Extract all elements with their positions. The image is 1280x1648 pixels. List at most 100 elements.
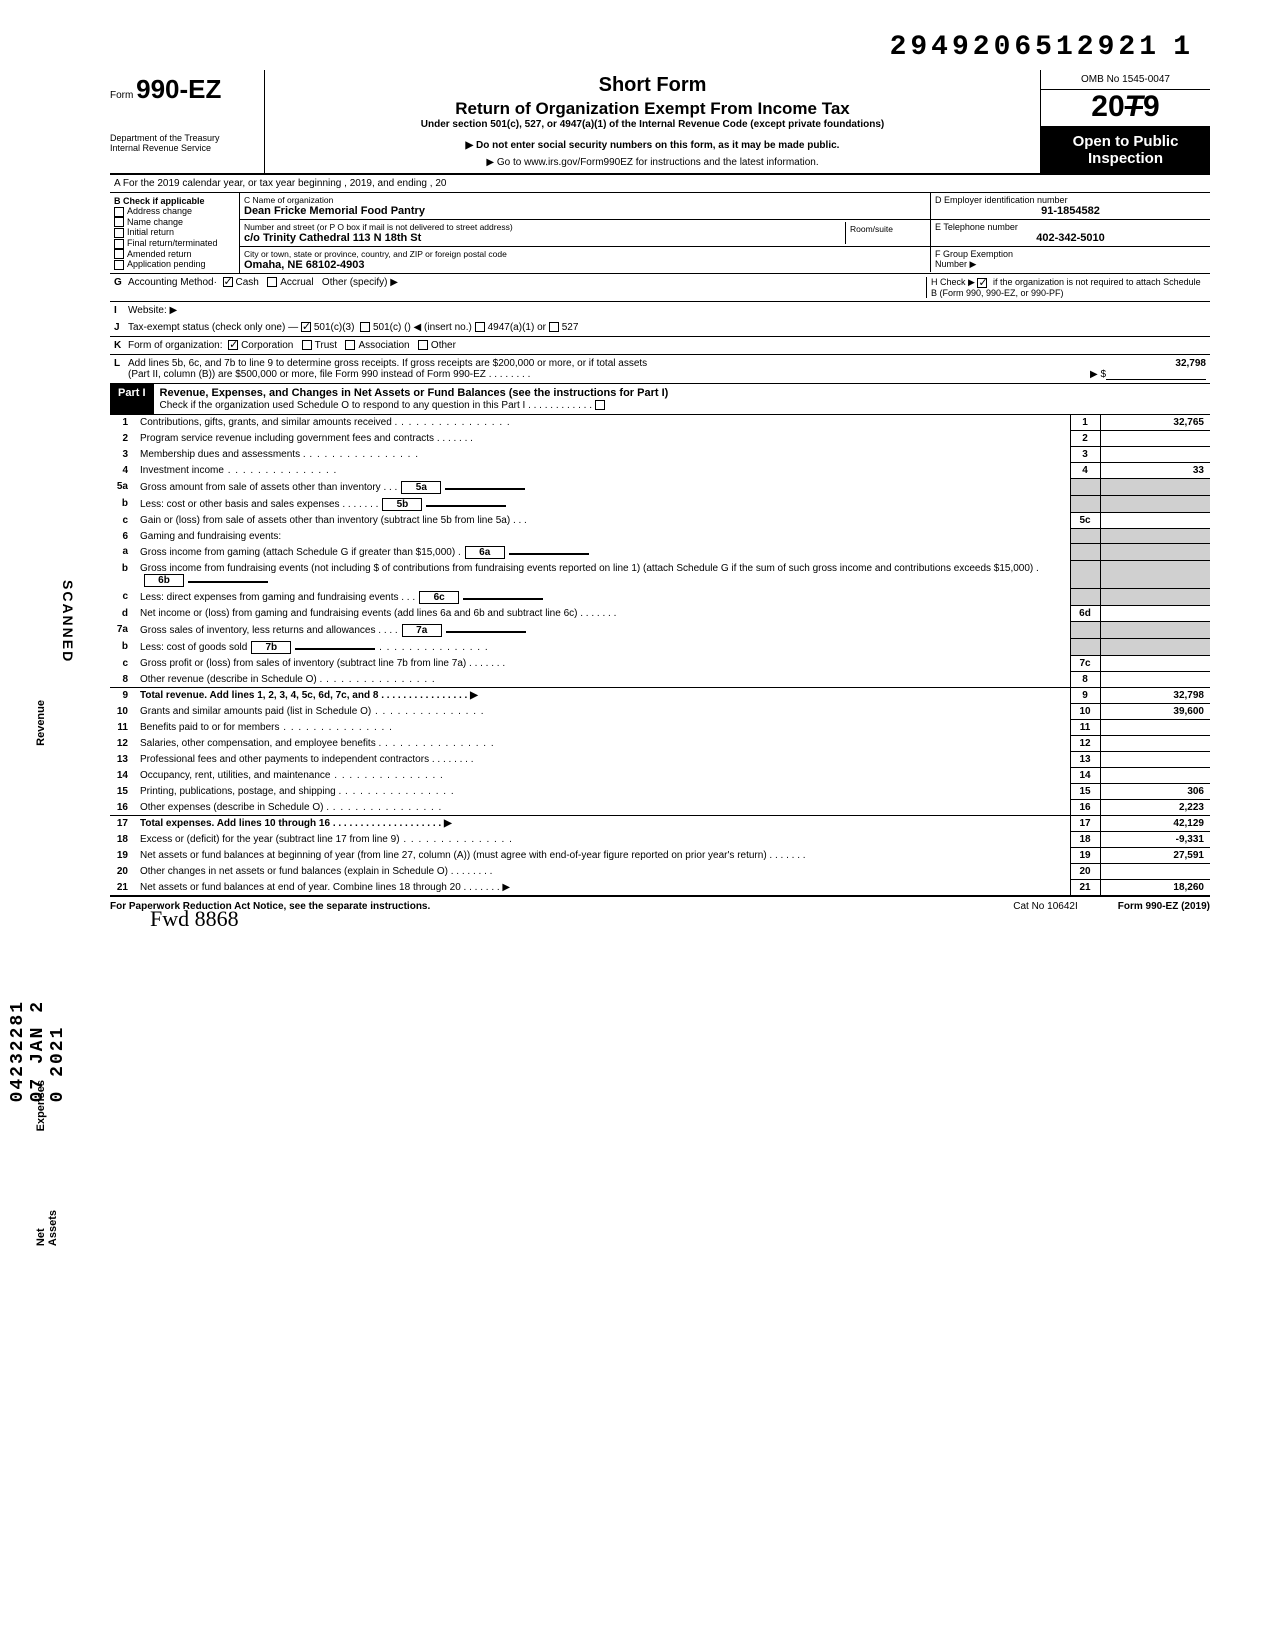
form-header: Form 990-EZ Department of the Treasury I… — [110, 70, 1210, 175]
l-text2: (Part II, column (B)) are $500,000 or mo… — [128, 369, 530, 380]
title-section: Under section 501(c), 527, or 4947(a)(1)… — [273, 119, 1032, 130]
col-b-checkboxes: B Check if applicable Address change Nam… — [110, 193, 240, 273]
table-row: cLess: direct expenses from gaming and f… — [110, 589, 1210, 606]
form-number: 990-EZ — [136, 74, 221, 104]
header-center: Short Form Return of Organization Exempt… — [265, 70, 1040, 173]
b-label: B Check if applicable — [114, 196, 235, 206]
lbl-tax-exempt: Tax-exempt status (check only one) — — [128, 322, 298, 333]
org-city: Omaha, NE 68102-4903 — [244, 259, 926, 271]
chk-amended-return[interactable] — [114, 249, 124, 259]
chk-501c3[interactable] — [301, 322, 311, 332]
chk-final-return[interactable] — [114, 239, 124, 249]
irs-label: Internal Revenue Service — [110, 143, 258, 153]
chk-corporation[interactable] — [228, 340, 238, 350]
lbl-form-org: Form of organization: — [128, 340, 223, 351]
table-row: 20Other changes in net assets or fund ba… — [110, 864, 1210, 880]
title-short-form: Short Form — [273, 74, 1032, 97]
table-row: bGross income from fundraising events (n… — [110, 561, 1210, 589]
chk-4947[interactable] — [475, 322, 485, 332]
goto-url: ▶ Go to www.irs.gov/Form990EZ for instru… — [273, 157, 1032, 168]
l-arrow: ▶ $ — [1090, 369, 1106, 380]
dln-number: 2949206512921 — [890, 32, 1160, 63]
chk-application-pending[interactable] — [114, 260, 124, 270]
lbl-other-method: Other (specify) ▶ — [322, 277, 398, 298]
part1-table: 1Contributions, gifts, grants, and simil… — [110, 415, 1210, 897]
lbl-number-arrow: Number ▶ — [935, 259, 976, 269]
header-right: OMB No 1545-0047 20T9 Open to Public Ins… — [1040, 70, 1210, 173]
table-row: 8Other revenue (describe in Schedule O) … — [110, 672, 1210, 688]
lbl-accounting: Accounting Method· — [128, 277, 217, 298]
table-row: cGain or (loss) from sale of assets othe… — [110, 513, 1210, 529]
ein-value: 91-1854582 — [935, 205, 1206, 217]
table-row: 10Grants and similar amounts paid (list … — [110, 704, 1210, 720]
row-a-calendar-year: A For the 2019 calendar year, or tax yea… — [110, 175, 1210, 193]
chk-trust[interactable] — [302, 340, 312, 350]
received-stamp: 04232281 07 JAN 2 0 2021 — [8, 1000, 68, 1102]
col-defgh: D Employer identification number 91-1854… — [930, 193, 1210, 273]
lbl-org-name: C Name of organization — [244, 195, 926, 205]
chk-accrual[interactable] — [267, 277, 277, 287]
row-g-h: G Accounting Method· Cash Accrual Other … — [110, 274, 1210, 302]
chk-address-change[interactable] — [114, 207, 124, 217]
org-name: Dean Fricke Memorial Food Pantry — [244, 205, 926, 217]
part1-badge: Part I — [110, 384, 154, 414]
chk-schedule-o[interactable] — [595, 400, 605, 410]
col-c-org-info: C Name of organization Dean Fricke Memor… — [240, 193, 930, 273]
title-return: Return of Organization Exempt From Incom… — [273, 99, 1032, 119]
table-row: aGross income from gaming (attach Schedu… — [110, 544, 1210, 561]
part1-title: Revenue, Expenses, and Changes in Net As… — [154, 384, 1210, 414]
scanned-stamp: SCANNED — [60, 580, 76, 663]
gross-receipts-value: 32,798 — [1106, 358, 1206, 380]
chk-501c[interactable] — [360, 322, 370, 332]
table-row: 3Membership dues and assessments .3 — [110, 447, 1210, 463]
table-row: 16Other expenses (describe in Schedule O… — [110, 800, 1210, 816]
lbl-city: City or town, state or province, country… — [244, 249, 926, 259]
lbl-address: Number and street (or P O box if mail is… — [244, 222, 845, 232]
chk-initial-return[interactable] — [114, 228, 124, 238]
l-text1: Add lines 5b, 6c, and 7b to line 9 to de… — [128, 358, 647, 369]
table-row: 19Net assets or fund balances at beginni… — [110, 848, 1210, 864]
lbl-room-suite: Room/suite — [846, 222, 926, 244]
chk-527[interactable] — [549, 322, 559, 332]
chk-schedule-b[interactable] — [977, 278, 987, 288]
table-row: bLess: cost of goods sold7b — [110, 639, 1210, 656]
chk-other-org[interactable] — [418, 340, 428, 350]
lbl-website: Website: ▶ — [128, 305, 177, 316]
chk-cash[interactable] — [223, 277, 233, 287]
header-left: Form 990-EZ Department of the Treasury I… — [110, 70, 265, 173]
org-address: c/o Trinity Cathedral 113 N 18th St — [244, 232, 845, 244]
table-row: 14Occupancy, rent, utilities, and mainte… — [110, 768, 1210, 784]
table-row: 12Salaries, other compensation, and empl… — [110, 736, 1210, 752]
table-row: cGross profit or (loss) from sales of in… — [110, 656, 1210, 672]
open-inspection: Open to Public Inspection — [1041, 127, 1210, 173]
table-row: dNet income or (loss) from gaming and fu… — [110, 606, 1210, 622]
sec-h: H Check ▶ if the organization is not req… — [926, 277, 1206, 298]
form-prefix: Form — [110, 90, 133, 101]
omb-number: OMB No 1545-0047 — [1041, 70, 1210, 90]
table-row: 21Net assets or fund balances at end of … — [110, 880, 1210, 897]
table-row: 5aGross amount from sale of assets other… — [110, 479, 1210, 496]
lbl-phone: E Telephone number — [935, 222, 1206, 232]
handwriting-fwd: Fwd 8868 — [150, 906, 239, 932]
sidetab-net-assets: Net Assets — [35, 1210, 59, 1246]
lbl-ein: D Employer identification number — [935, 195, 1206, 205]
form-ref: Form 990-EZ (2019) — [1118, 901, 1210, 912]
table-row: 4Investment income433 — [110, 463, 1210, 479]
chk-name-change[interactable] — [114, 217, 124, 227]
table-row: 2Program service revenue including gover… — [110, 431, 1210, 447]
table-row: 7aGross sales of inventory, less returns… — [110, 622, 1210, 639]
row-k-form-org: K Form of organization: Corporation Trus… — [110, 337, 1210, 355]
cat-no: Cat No 10642I — [1013, 901, 1078, 912]
dept-treasury: Department of the Treasury — [110, 133, 258, 143]
dln-trail: 1 — [1173, 32, 1190, 63]
table-row: 6Gaming and fundraising events: — [110, 529, 1210, 544]
warn-ssn: ▶ Do not enter social security numbers o… — [273, 140, 1032, 151]
section-b-through-h: B Check if applicable Address change Nam… — [110, 193, 1210, 274]
table-row: 1Contributions, gifts, grants, and simil… — [110, 415, 1210, 431]
chk-association[interactable] — [345, 340, 355, 350]
table-row: 9Total revenue. Add lines 1, 2, 3, 4, 5c… — [110, 688, 1210, 704]
table-row: 17Total expenses. Add lines 10 through 1… — [110, 816, 1210, 832]
table-row: bLess: cost or other basis and sales exp… — [110, 496, 1210, 513]
phone-value: 402-342-5010 — [935, 232, 1206, 244]
page-footer: For Paperwork Reduction Act Notice, see … — [110, 897, 1210, 912]
